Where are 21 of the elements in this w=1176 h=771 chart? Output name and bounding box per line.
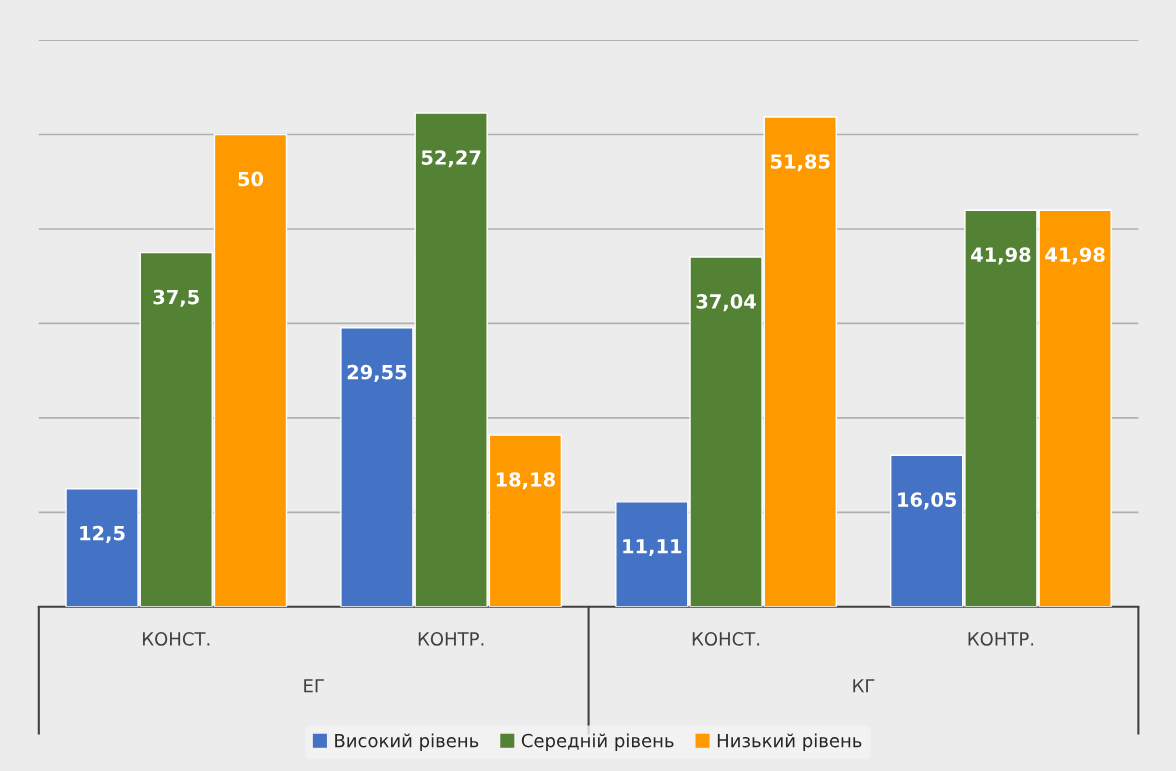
data-label: 51,85 (771, 154, 830, 172)
data-label: 16,05 (898, 492, 957, 510)
data-label: 11,11 (623, 539, 682, 557)
data-label: 18,18 (496, 472, 555, 490)
legend-label: Середній рівень (521, 733, 674, 751)
data-label: 37,5 (153, 289, 199, 307)
data-label: 50 (238, 171, 264, 187)
data-label: 29,55 (347, 364, 407, 382)
x-tick-label: КОНТР. (418, 632, 484, 646)
text: ЕГ (304, 679, 324, 693)
legend-label: Високий рівень (335, 733, 479, 751)
data-label: 52,27 (421, 150, 481, 168)
x-tick-label: КОНСТ. (692, 632, 760, 646)
data-label: 41,98 (971, 247, 1031, 265)
data-label: 12,5 (80, 525, 125, 543)
legend-label: Низький рівень (717, 733, 862, 751)
data-label: 37,04 (696, 294, 756, 312)
text: КГ (853, 679, 875, 693)
data-label: 41,98 (1045, 247, 1105, 265)
x-tick-label: КОНСТ. (143, 632, 210, 646)
x-tick-label: КОНТР. (968, 632, 1034, 646)
